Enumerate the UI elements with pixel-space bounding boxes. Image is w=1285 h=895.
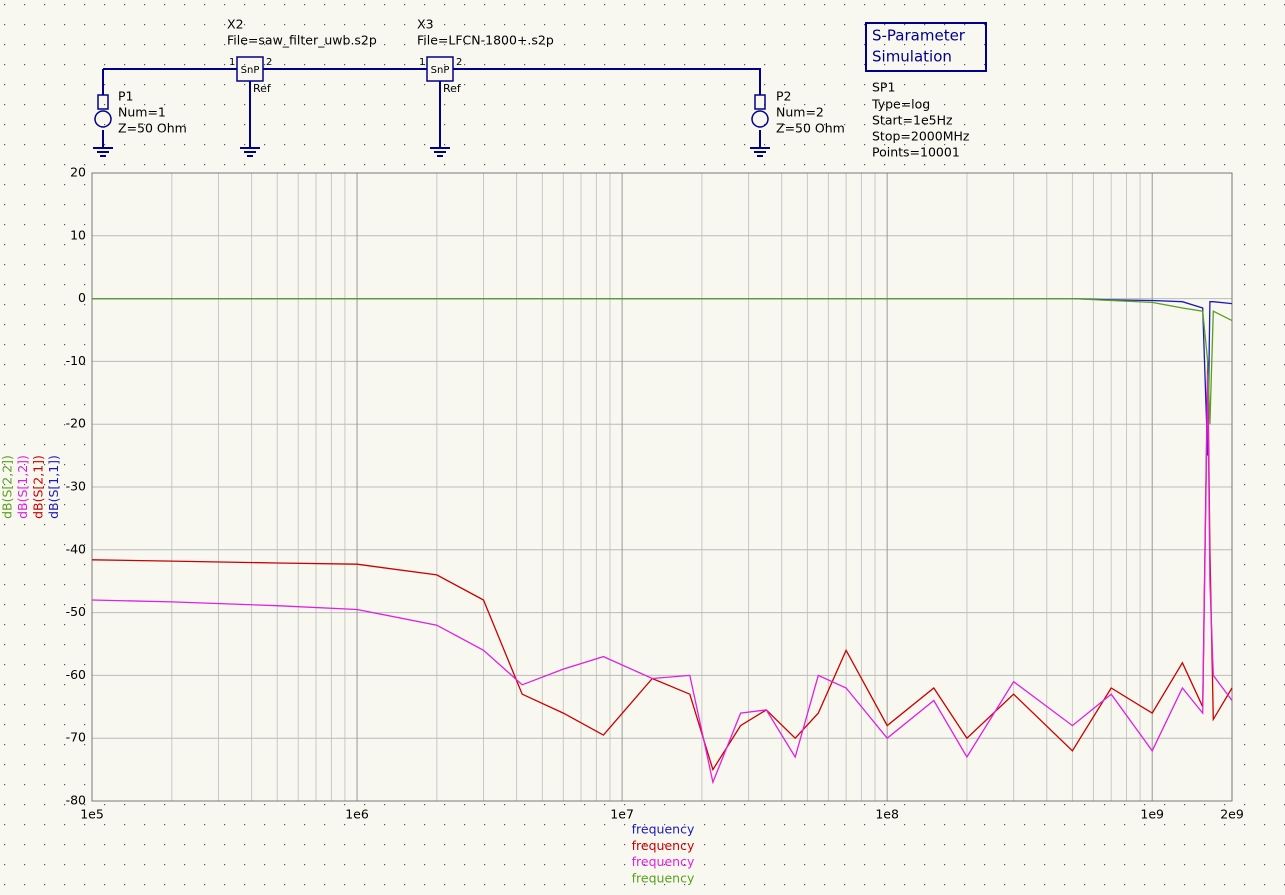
label: Num=1 <box>118 105 166 120</box>
label: Z=50 Ohm <box>776 121 845 136</box>
x-axis-label: frequency <box>632 838 695 853</box>
series-line <box>92 297 1233 425</box>
legend-entry: dB(S[2,1]) <box>31 455 46 519</box>
y-tick-label: 0 <box>78 290 86 305</box>
label: 2 <box>456 57 462 68</box>
y-tick-label: -80 <box>66 793 86 808</box>
y-tick-label: -70 <box>66 730 86 745</box>
label: S-Parameter <box>872 27 966 45</box>
label: 2 <box>266 57 272 68</box>
y-tick-label: -20 <box>66 416 86 431</box>
y-tick-label: -50 <box>66 604 86 619</box>
label: P1 <box>118 89 134 104</box>
label: Type=log <box>871 97 930 112</box>
y-tick-label: -40 <box>66 541 86 556</box>
series-line <box>91 373 1233 785</box>
label: X3 <box>417 17 434 32</box>
y-tick-label: -10 <box>66 353 86 368</box>
label: 1 <box>419 57 425 68</box>
x-tick-label: 1e5 <box>80 807 104 822</box>
label: Z=50 Ohm <box>118 121 187 136</box>
label: Points=10001 <box>872 145 960 160</box>
x-tick-label: 1e6 <box>345 807 369 822</box>
legend-entry: dB(S[2,2]) <box>0 455 15 519</box>
label: Start=1e5Hz <box>872 113 953 128</box>
x-axis-label: frequency <box>632 854 695 869</box>
x-tick-label: 1e9 <box>1140 807 1164 822</box>
label: Num=2 <box>776 105 824 120</box>
label: SnP <box>431 65 450 76</box>
sim-box <box>865 22 987 72</box>
label: Ref <box>443 82 462 95</box>
y-tick-label: 20 <box>70 165 86 180</box>
label: 1 <box>229 57 235 68</box>
schematic: X2 File=saw_filter_uwb.s2p SnP Ref 1 2 X… <box>93 17 987 160</box>
label: Stop=2000MHz <box>872 129 970 144</box>
legend-entry: dB(S[1,2]) <box>15 455 30 519</box>
label: P2 <box>776 89 792 104</box>
label: Ref <box>253 82 272 95</box>
x-tick-label: 1e7 <box>610 807 634 822</box>
x-tick-label: 2e9 <box>1220 807 1244 822</box>
label: File=saw_filter_uwb.s2p <box>227 33 377 48</box>
plot-border <box>91 172 1233 802</box>
x-axis-label: frequency <box>632 870 695 885</box>
series-line <box>91 361 1233 772</box>
label: X2 <box>227 17 244 32</box>
y-tick-label: -30 <box>66 479 86 494</box>
x-tick-label: 1e8 <box>875 807 899 822</box>
legend-entry: dB(S[1,1]) <box>46 455 61 519</box>
label: Simulation <box>872 48 952 66</box>
label: SP1 <box>872 80 895 95</box>
y-tick-label: 10 <box>70 227 86 242</box>
y-tick-label: -60 <box>66 667 86 682</box>
label: File=LFCN-1800+.s2p <box>417 33 554 48</box>
x-axis-label: frequency <box>632 822 695 837</box>
label: SnP <box>241 65 260 76</box>
